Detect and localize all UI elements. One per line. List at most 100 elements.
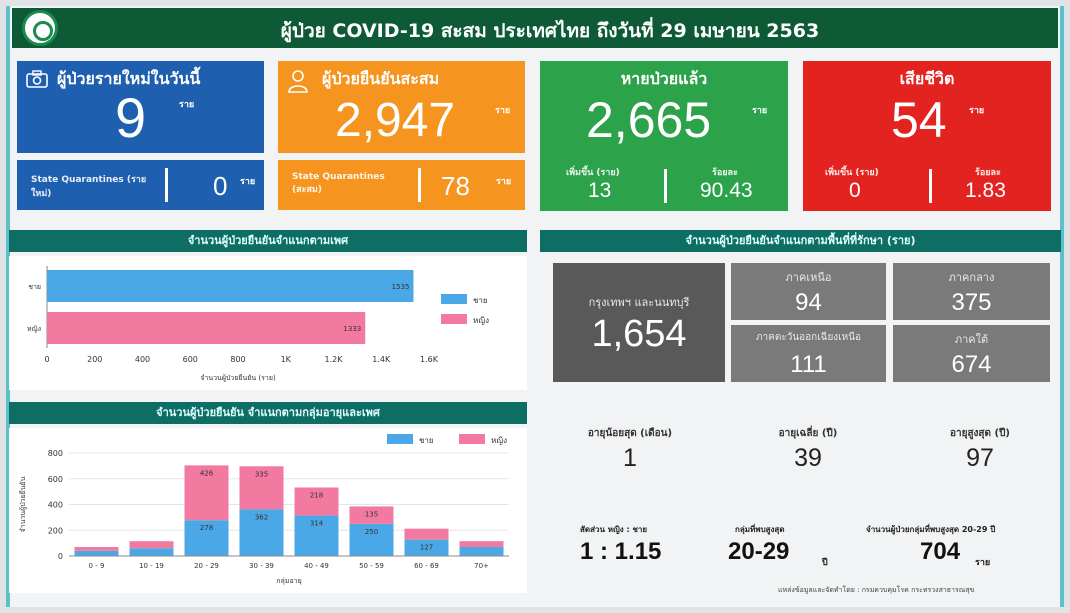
gender-chart: ชาย 1535 หญิง 1333 0 200 400 600 800 1K 1.2K 1.4K 1.… bbox=[9, 256, 527, 390]
region-central-tile: ภาคกลาง 375 bbox=[893, 263, 1050, 320]
source-note: แหล่งข้อมูลและจัดทำโดย : กรมควบคุมโรค กร… bbox=[778, 586, 975, 594]
recovered-increase-label: เพิ่มขึ้น (ราย) bbox=[566, 168, 620, 178]
age-male-value-label: 250 bbox=[365, 528, 378, 536]
age-bar-male bbox=[404, 539, 449, 556]
legend-swatch bbox=[441, 294, 467, 304]
top-count-unit: ราย bbox=[975, 558, 991, 568]
gender-bar bbox=[47, 270, 414, 302]
ratio-value: 1 : 1.15 bbox=[580, 538, 662, 565]
age-bar-male bbox=[74, 550, 119, 556]
top-group-unit: ปี bbox=[822, 558, 828, 568]
age-bar-female bbox=[129, 541, 174, 549]
gender-x-tick-label: 200 bbox=[87, 355, 102, 364]
age-x-tick-label: 20 - 29 bbox=[194, 562, 219, 570]
gender-x-tick-label: 600 bbox=[183, 355, 198, 364]
age-bar-male bbox=[239, 509, 284, 556]
age-x-tick-label: 40 - 49 bbox=[304, 562, 329, 570]
region-central-label: ภาคกลาง bbox=[948, 271, 995, 284]
ratio-label: สัดส่วน หญิง : ชาย bbox=[580, 525, 648, 534]
region-central-value: 375 bbox=[951, 289, 992, 316]
age-max-value: 97 bbox=[966, 444, 994, 472]
gender-x-tick-label: 1K bbox=[281, 355, 292, 364]
gender-x-axis-title: จำนวนผู้ป่วยยืนยัน (ราย) bbox=[200, 374, 276, 382]
age-y-tick-label: 400 bbox=[48, 501, 63, 510]
recovered-increase-value: 13 bbox=[588, 179, 612, 202]
page-title: ผู้ป่วย COVID-19 สะสม ประเทศไทย ถึงวันที… bbox=[280, 20, 820, 42]
camera-icon bbox=[26, 70, 48, 88]
age-median-label: อายุเฉลี่ย (ปี) bbox=[778, 428, 838, 439]
top-count-value: 704 bbox=[920, 538, 961, 565]
deaths-percent-value: 1.83 bbox=[965, 179, 1006, 202]
top-count-label: จำนวนผู้ป่วยกลุ่มที่พบสูงสุด 20-29 ปี bbox=[866, 525, 996, 534]
age-x-tick-label: 10 - 19 bbox=[139, 562, 164, 570]
deaths-increase-label: เพิ่มขึ้น (ราย) bbox=[825, 168, 879, 178]
gender-bar-chart: ชาย 1535 หญิง 1333 0 200 400 600 800 1K 1.2K 1.4K 1.… bbox=[27, 266, 489, 382]
new-quarantine-label: State Quarantines (รายใหม่) bbox=[31, 175, 147, 199]
age-male-value-label: 278 bbox=[200, 524, 213, 532]
age-y-tick-label: 200 bbox=[48, 526, 63, 535]
age-bar-female bbox=[459, 541, 504, 547]
legend-swatch bbox=[441, 314, 467, 324]
gender-category-label: หญิง bbox=[27, 325, 41, 333]
deaths-percent-label: ร้อยละ bbox=[975, 168, 1001, 178]
region-south-value: 674 bbox=[951, 351, 992, 378]
age-female-value-label: 426 bbox=[200, 469, 214, 477]
legend-label: ชาย bbox=[419, 436, 434, 445]
age-x-tick-label: 60 - 69 bbox=[414, 562, 439, 570]
age-male-value-label: 127 bbox=[420, 544, 433, 552]
region-northeast-value: 111 bbox=[790, 351, 827, 378]
divider bbox=[165, 168, 168, 202]
region-section-title: จำนวนผู้ป่วยยืนยันจำแนกตามพื้นที่ที่รักษ… bbox=[540, 230, 1061, 252]
age-male-value-label: 362 bbox=[255, 513, 268, 521]
age-bar-male bbox=[294, 515, 339, 556]
gender-x-tick-label: 0 bbox=[44, 355, 49, 364]
gender-value-label: 1333 bbox=[343, 325, 361, 333]
gender-category-label: ชาย bbox=[28, 283, 41, 291]
recovered-card: หายป่วยแล้ว 2,665 ราย เพิ่มขึ้น (ราย) 13… bbox=[540, 61, 788, 211]
total-quarantine-unit: ราย bbox=[496, 177, 512, 187]
gender-bar bbox=[47, 312, 366, 344]
age-bar-female bbox=[184, 465, 229, 521]
total-quarantine-label: State Quarantines (สะสม) bbox=[292, 172, 385, 195]
age-male-value-label: 314 bbox=[310, 520, 324, 528]
region-bangkok-label: กรุงเทพฯ และนนทบุรี bbox=[588, 296, 690, 309]
legend-swatch bbox=[387, 434, 413, 444]
region-bangkok-value: 1,654 bbox=[591, 313, 687, 355]
legend-label: หญิง bbox=[473, 316, 489, 325]
region-bangkok-tile: กรุงเทพฯ และนนทบุรี 1,654 bbox=[553, 263, 725, 382]
gender-x-tick-label: 1.4K bbox=[372, 355, 391, 364]
age-y-tick-label: 0 bbox=[58, 552, 63, 561]
gender-value-label: 1535 bbox=[392, 283, 410, 291]
age-x-axis-title: กลุ่มอายุ bbox=[276, 577, 301, 585]
age-chart: 0 200 400 600 800 จำนวนผู้ป่วยยืนยัน 0 - 9 10 -… bbox=[9, 428, 527, 593]
recovered-value: 2,665 bbox=[586, 92, 712, 148]
age-bar-female bbox=[239, 466, 284, 510]
new-cases-card: ผู้ป่วยรายใหม่ในวันนี้ 9 ราย bbox=[17, 61, 264, 153]
new-cases-unit: ราย bbox=[179, 100, 195, 110]
legend-label: หญิง bbox=[491, 436, 507, 445]
age-x-tick-label: 70+ bbox=[474, 562, 489, 570]
divider bbox=[929, 169, 932, 203]
age-female-value-label: 335 bbox=[255, 470, 268, 478]
age-female-value-label: 218 bbox=[310, 492, 323, 500]
gender-section-title: จำนวนผู้ป่วยยืนยันจำแนกตามเพศ bbox=[9, 230, 527, 252]
total-cases-label: ผู้ป่วยยืนยันสะสม bbox=[322, 69, 440, 88]
region-north-value: 94 bbox=[795, 289, 822, 316]
deaths-card: เสียชีวิต 54 ราย เพิ่มขึ้น (ราย) 0 ร้อยล… bbox=[803, 61, 1051, 211]
legend-label: ชาย bbox=[473, 296, 488, 305]
age-min-label: อายุน้อยสุด (เดือน) bbox=[587, 428, 673, 439]
region-south-tile: ภาคใต้ 674 bbox=[893, 325, 1050, 382]
age-bar-male bbox=[129, 548, 174, 556]
age-median-value: 39 bbox=[794, 444, 822, 472]
age-x-tick-label: 30 - 39 bbox=[249, 562, 274, 570]
gender-x-tick-label: 800 bbox=[230, 355, 245, 364]
total-cases-unit: ราย bbox=[495, 106, 511, 116]
gender-x-tick-label: 400 bbox=[135, 355, 150, 364]
total-quarantine-value: 78 bbox=[441, 171, 470, 201]
age-y-axis-title: จำนวนผู้ป่วยยืนยัน bbox=[19, 476, 27, 532]
person-icon bbox=[288, 70, 308, 93]
age-female-value-label: 135 bbox=[365, 510, 378, 518]
new-quarantine-value: 0 bbox=[213, 171, 228, 201]
new-cases-label: ผู้ป่วยรายใหม่ในวันนี้ bbox=[57, 69, 201, 88]
age-y-tick-label: 800 bbox=[48, 449, 63, 458]
